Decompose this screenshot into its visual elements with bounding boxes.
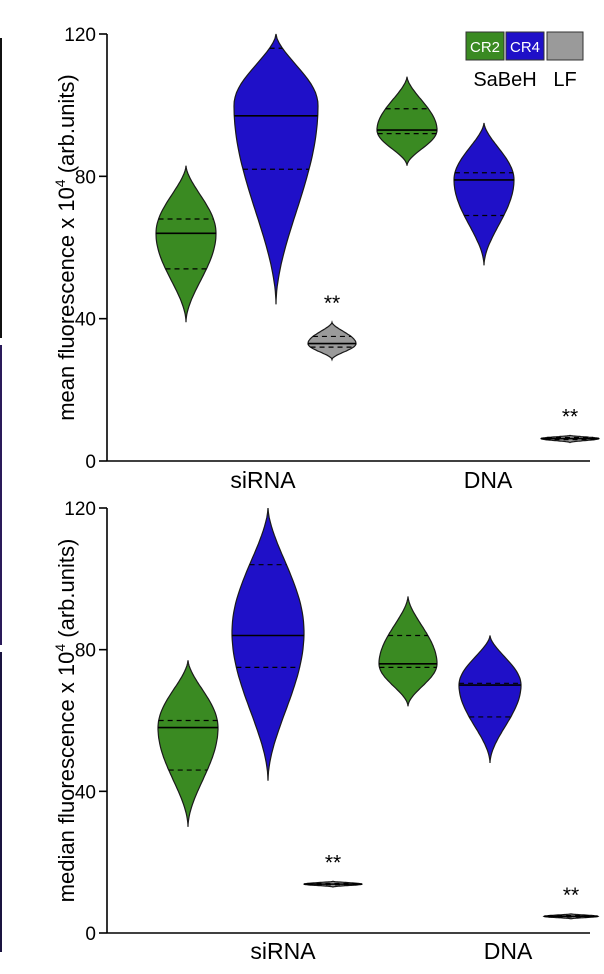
legend-label-cr4: CR4 — [510, 39, 540, 56]
violin-body — [157, 660, 219, 827]
panel-median-fluorescence: 0 40 80 120 median fluorescence x 104 (arb.u… — [52, 499, 600, 964]
violin-body — [307, 320, 357, 362]
violin-sirna-lf: ** — [307, 292, 357, 362]
violin-dna-cr4 — [458, 635, 522, 764]
violin-dna-cr4 — [453, 122, 515, 266]
legend-lf-label: LF — [553, 69, 576, 91]
x-category-label-dna: DNA — [464, 467, 513, 493]
x-category-label-sirna: siRNA — [230, 467, 296, 493]
violin-dna-cr2 — [376, 76, 438, 166]
legend: CR2 CR4 SaBeH LF — [465, 31, 584, 91]
y-axis-label: median fluorescence x 104 (arb.units) — [52, 539, 79, 903]
legend-swatch-cr2 — [465, 31, 505, 61]
x-category-label-sirna: siRNA — [250, 938, 316, 964]
left-edge-panel-fragments — [0, 38, 2, 952]
y-tick-label: 120 — [64, 25, 96, 46]
significance-marker: ** — [562, 405, 578, 428]
y-axis-label: mean fluorescence x 104 (arb.units) — [52, 74, 79, 421]
y-tick-label: 40 — [75, 782, 96, 803]
violin-body — [458, 635, 522, 764]
y-tick-label: 80 — [75, 641, 96, 662]
y-tick-label: 40 — [75, 310, 96, 331]
violin-dna-lf: ** — [540, 405, 600, 444]
violin-sirna-cr2 — [157, 660, 219, 827]
legend-label-cr2: CR2 — [470, 39, 500, 56]
violin-body — [231, 507, 305, 781]
violin-body — [233, 33, 319, 305]
x-category-label-dna: DNA — [484, 938, 533, 964]
violin-sirna-cr2 — [155, 165, 217, 323]
violin-sirna-cr4 — [231, 507, 305, 781]
significance-marker: ** — [324, 292, 340, 315]
panel-mean-fluorescence: 0 40 80 120 mean fluorescence x 104 (arb.uni… — [52, 25, 600, 493]
violin-body — [155, 165, 217, 323]
violin-sirna-cr4 — [233, 33, 319, 305]
violin-sirna-lf: ** — [303, 851, 363, 888]
significance-marker: ** — [325, 851, 341, 874]
legend-swatch-cr4 — [505, 31, 545, 61]
edge-fragment-1 — [0, 38, 2, 338]
violin-body — [453, 122, 515, 266]
edge-fragment-3 — [0, 652, 2, 952]
significance-marker: ** — [563, 884, 579, 907]
violin-body — [376, 76, 438, 166]
violin-body — [378, 596, 438, 707]
edge-fragment-2 — [0, 345, 2, 645]
legend-swatch-lf — [546, 31, 584, 61]
y-tick-label: 0 — [85, 452, 96, 473]
y-tick-label: 80 — [75, 167, 96, 188]
y-tick-label: 120 — [64, 499, 96, 520]
legend-group-label: SaBeH — [473, 69, 536, 91]
violin-dna-cr2 — [378, 596, 438, 707]
violin-dna-lf: ** — [542, 884, 600, 920]
y-tick-label: 0 — [85, 924, 96, 945]
